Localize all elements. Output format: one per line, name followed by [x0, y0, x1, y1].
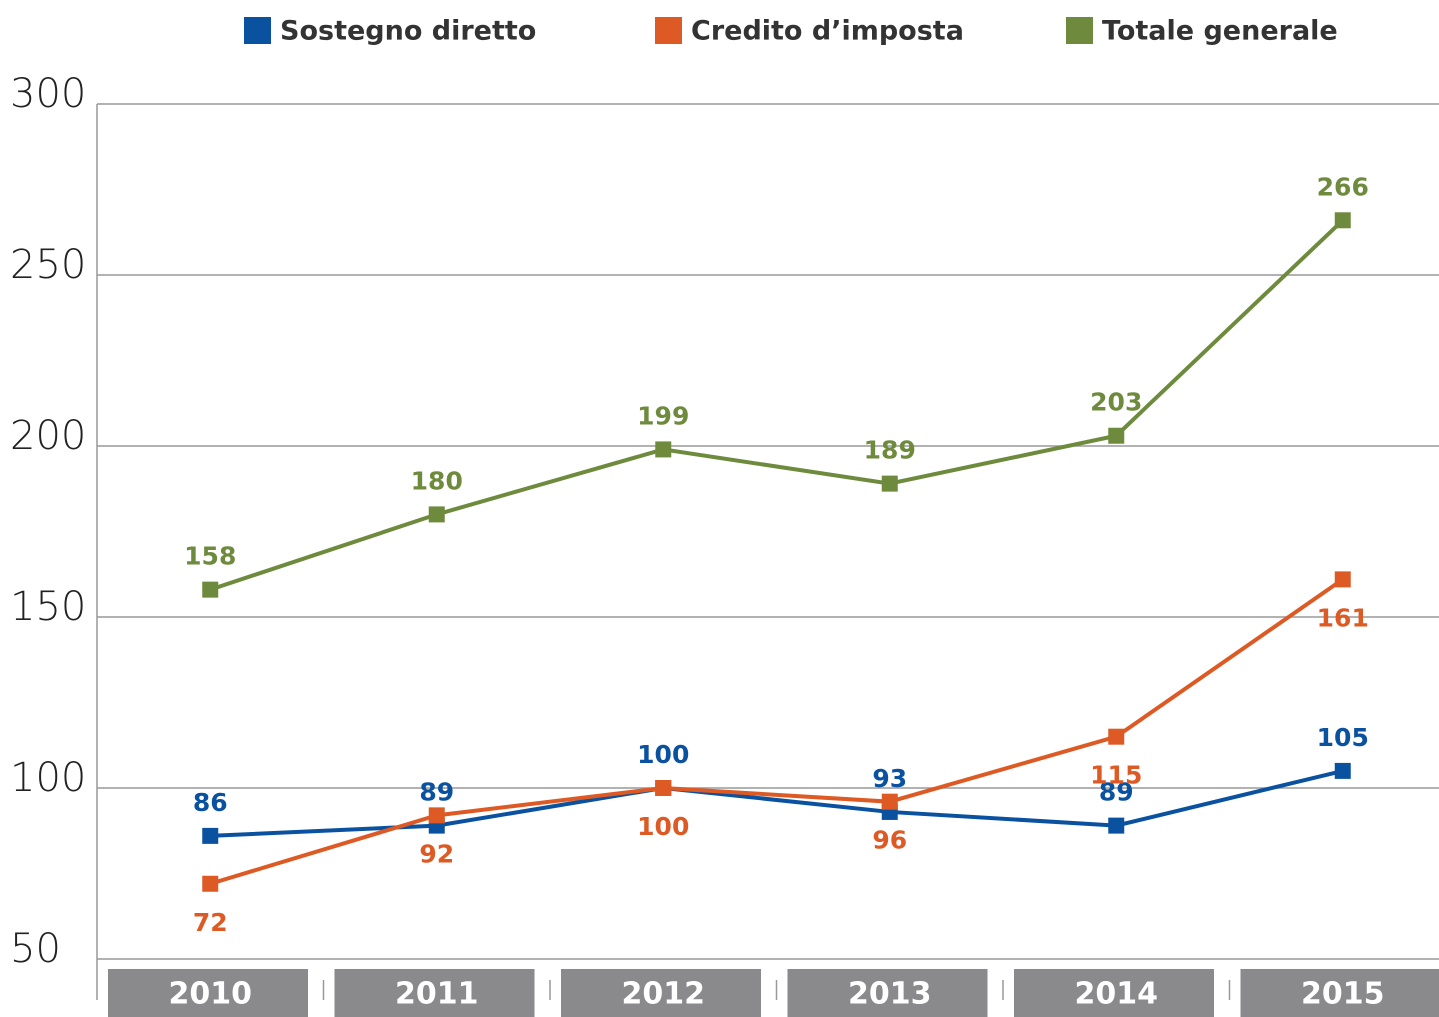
data-label: 189	[864, 436, 916, 465]
data-label: 72	[193, 908, 228, 937]
x-tick-label: 2015	[1301, 977, 1385, 1012]
x-tick-label: 2014	[1075, 977, 1159, 1012]
point	[881, 475, 898, 492]
point	[428, 807, 445, 824]
x-tick-label: 2013	[848, 977, 932, 1012]
x-tick-label: 2012	[622, 977, 706, 1012]
x-tick-label: 2011	[395, 977, 479, 1012]
data-label: 105	[1317, 723, 1369, 752]
data-label: 266	[1317, 172, 1369, 201]
data-label: 180	[411, 466, 463, 495]
series-line	[209, 577, 1344, 886]
point	[1334, 212, 1351, 229]
data-label: 199	[637, 401, 689, 430]
data-label: 89	[1099, 778, 1134, 807]
data-label: 100	[637, 740, 689, 769]
data-label: 100	[637, 812, 689, 841]
legend-label: Credito d’imposta	[691, 16, 964, 47]
y-tick-label: 50	[10, 926, 61, 972]
point	[1108, 728, 1125, 745]
point	[1108, 427, 1125, 444]
data-label: 158	[184, 542, 236, 571]
y-tick-label: 300	[10, 71, 86, 117]
data-label: 96	[872, 826, 907, 855]
category-box	[108, 969, 308, 1017]
point	[428, 506, 445, 523]
data-label: 203	[1090, 388, 1142, 417]
point	[655, 441, 672, 458]
data-label: 92	[419, 839, 454, 868]
x-tick-label: 2010	[169, 977, 253, 1012]
point	[202, 875, 219, 892]
category-box	[1240, 969, 1439, 1017]
y-tick-label: 100	[10, 755, 86, 801]
y-tick-label: 200	[10, 413, 86, 459]
point	[1334, 571, 1351, 588]
data-label: 161	[1317, 603, 1369, 632]
series-line	[210, 768, 1344, 838]
point	[1108, 817, 1125, 834]
point	[655, 780, 672, 796]
legend-swatch	[655, 17, 682, 44]
category-box	[1014, 969, 1214, 1017]
y-tick-label: 250	[10, 242, 86, 288]
category-box	[334, 969, 535, 1017]
legend-swatch	[1066, 17, 1093, 44]
point	[1334, 762, 1351, 779]
legend-swatch	[244, 17, 271, 44]
category-box	[787, 969, 988, 1017]
data-label: 115	[1090, 761, 1142, 790]
y-tick-label: 150	[10, 584, 86, 630]
series-line	[209, 218, 1345, 592]
data-label: 89	[419, 778, 454, 807]
point	[202, 581, 219, 598]
data-label: 93	[872, 764, 907, 793]
point	[202, 827, 219, 844]
legend-label: Sostegno diretto	[280, 16, 536, 47]
category-box	[561, 969, 761, 1017]
data-label: 86	[193, 788, 228, 817]
point	[881, 793, 898, 810]
legend-label: Totale generale	[1102, 16, 1338, 47]
